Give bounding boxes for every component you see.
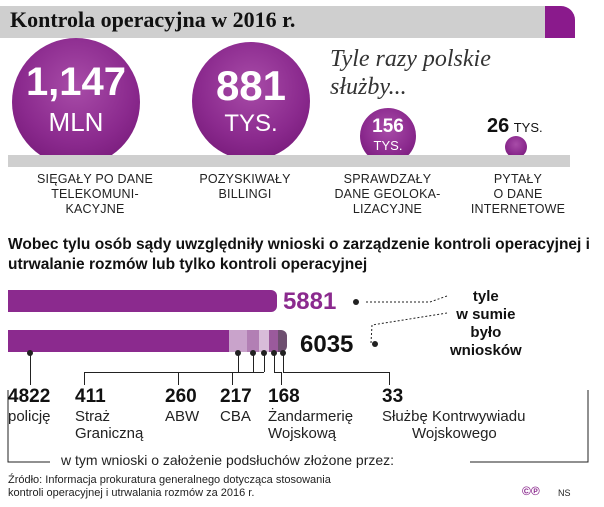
source-line: kontroli operacyjnej i utrwalania rozmów… [8, 487, 255, 499]
label-line: PYTAŁY [493, 172, 543, 186]
bar-segment-1 [8, 330, 229, 352]
segment-leader-horizontal [273, 372, 281, 373]
bubble-unit: TYS. [224, 110, 278, 137]
category-name-line: Graniczną [75, 425, 144, 442]
annotation-connector [366, 295, 448, 303]
bar-segment-5 [269, 330, 279, 352]
internet-value: 26 TYS. [487, 115, 543, 138]
bubble-internet [505, 136, 527, 158]
source-note: Źródło: Informacja prokuratura generalne… [8, 474, 428, 500]
bubble-billing: 881 TYS. [192, 42, 310, 160]
bar-end-dot [352, 299, 359, 305]
category-value: 411 [75, 386, 106, 407]
label-line: LIZACYJNE [352, 202, 423, 216]
label-line: BILLINGI [218, 187, 272, 201]
bubble-value: 156 [372, 116, 404, 137]
category-value: 4822 [8, 386, 51, 407]
category-name: ABW [165, 408, 199, 425]
segment-leader [389, 372, 390, 385]
annotation-note: tyle w sumie było wniosków [450, 288, 522, 360]
label-line: SIĘGAŁY PO DANE [36, 172, 153, 186]
segment-leader [264, 353, 266, 372]
label-line: INTERNETOWE [470, 202, 566, 216]
title-bar [0, 6, 560, 38]
category-value: 168 [268, 386, 300, 407]
segment-leader [232, 372, 233, 385]
headline: Wobec tylu osób sądy uwzględniły wnioski… [8, 236, 590, 273]
bar-segment-6 [278, 330, 288, 352]
segment-leader-horizontal [178, 372, 254, 373]
label-line: SPRAWDZAŁY [343, 172, 432, 186]
category-name: policję [8, 408, 51, 425]
segment-leader-horizontal [282, 372, 389, 373]
label-line: KACYJNE [65, 202, 125, 216]
category-name-line: Służbę Kontrwywiadu [382, 408, 526, 425]
bubble-telecom: 1,147 MLN [12, 38, 140, 166]
label-line: O DANE [493, 187, 543, 201]
segment-leader [178, 372, 179, 385]
source-line: Źródło: Informacja prokuratura generalne… [8, 474, 331, 486]
category-name: Straż Graniczną [75, 408, 143, 442]
category-name-line: Straż [75, 408, 111, 425]
bar-total-label: 5881 [282, 288, 337, 315]
label-line: POZYSKIWAŁY [199, 172, 291, 186]
bubble-value: 1,147 [25, 60, 127, 104]
bar-total-label: 6035 [300, 331, 354, 358]
category-name-line: Żandarmerię [268, 408, 354, 425]
segment-leader [237, 353, 239, 372]
category-name: CBA [220, 408, 251, 425]
bar-segment-2 [228, 330, 248, 352]
annotation-line: tyle [472, 288, 499, 305]
baseline-bar [8, 155, 570, 167]
category-name: Służbę Kontrwywiadu Wojskowego [382, 408, 525, 442]
segment-leader [30, 353, 31, 385]
bar-total-5881 [8, 290, 277, 312]
bubble-unit: TYS. [373, 138, 403, 153]
category-name-line: ABW [165, 408, 200, 425]
label-line: TELEKOMUNI- [51, 187, 139, 201]
category-name: Żandarmerię Wojskową [268, 408, 353, 442]
bracket-line [7, 390, 50, 463]
category-name-line: CBA [220, 408, 251, 425]
annotation-line: było [470, 324, 502, 341]
bubble-geo: 156 TYS. [360, 108, 416, 164]
category-name-line: policję [8, 408, 51, 425]
bar-segment-3 [247, 330, 260, 352]
title-accent [545, 6, 575, 38]
label-telecom: SIĘGAŁY PO DANE TELEKOMUNI- KACYJNE [20, 172, 170, 217]
label-internet: PYTAŁY O DANE INTERNETOWE [458, 172, 578, 217]
annotation-line: w sumie [456, 306, 516, 323]
footer-note: w tym wnioski o założenie podsłuchów zło… [55, 452, 401, 468]
label-geo: SPRAWDZAŁY DANE GEOLOKA- LIZACYJNE [320, 172, 455, 217]
segment-leader-horizontal [232, 372, 265, 373]
internet-value-unit: TYS. [513, 120, 543, 135]
category-value: 260 [165, 386, 197, 407]
label-billing: POZYSKIWAŁY BILLINGI [180, 172, 310, 202]
category-name-line: Wojskową [268, 425, 337, 442]
author-initials: NS [558, 488, 571, 498]
bar-end-dot [372, 341, 378, 347]
chart-title: Kontrola operacyjna w 2016 r. [10, 7, 296, 32]
segment-leader [253, 353, 255, 372]
bubble-unit: MLN [48, 107, 104, 137]
category-value: 33 [382, 386, 404, 407]
segment-leader-horizontal [84, 372, 238, 373]
bracket-line [470, 390, 589, 463]
publisher-logo: ©℗ [522, 484, 540, 498]
internet-value-number: 26 [487, 115, 510, 137]
annotation-line: wniosków [450, 342, 522, 359]
category-value: 217 [220, 386, 252, 407]
bar-segment-4 [259, 330, 270, 352]
annotation-connector [370, 312, 448, 344]
subtitle: Tyle razy polskie służby... [330, 46, 491, 100]
segment-leader [84, 372, 85, 385]
category-name-line: Wojskowego [412, 425, 497, 442]
segment-leader [281, 372, 282, 385]
segment-leader [273, 353, 275, 372]
label-line: DANE GEOLOKA- [334, 187, 441, 201]
bubble-value: 881 [215, 62, 287, 109]
segment-leader [282, 353, 284, 372]
